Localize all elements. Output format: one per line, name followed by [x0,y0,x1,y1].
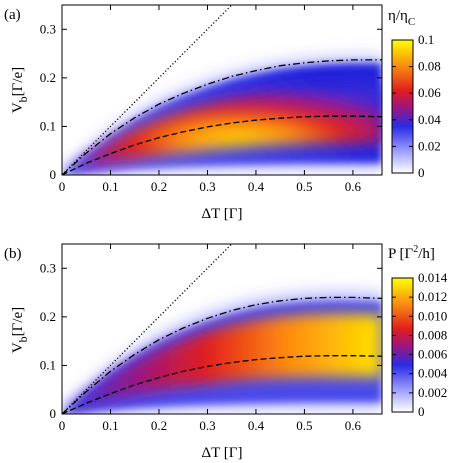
panel-b-ytick-label: 0 [50,406,57,421]
panel-b-dashed-curve [62,355,382,414]
panel-b-colorbar-tick-label: 0.002 [418,385,447,400]
panel-a-colorbar-tick-label: 0.1 [418,32,434,47]
panel-b-ytick-label: 0.1 [40,357,56,372]
panel-b-ytick-label: 0.2 [40,309,56,324]
panel-b-colorbar: P [Γ2/h] 0 0.002 0.004 0.006 0.008 0.010 0.012… [388,244,448,419]
panel-b-colorbar-tick-label: 0.006 [418,347,448,362]
panel-b-xtick-label: 0.3 [199,418,215,433]
panel-b-ylabel-unit: [Γ/e] [10,307,26,337]
panel-b-colorbar-tick-label: 0.004 [418,366,448,381]
panel-b-colorbar-tick-label: 0.014 [418,270,448,285]
svg-text:Vb[Γ/e]: Vb[Γ/e] [10,307,30,353]
panel-b-frame [61,243,383,415]
panel-b-dotted-curve [62,244,233,414]
panel-b-colorbar-title-main: P [Γ [388,246,414,262]
panel-a-ylabel-main: V [10,102,26,113]
panel-b-ylabel-main: V [10,342,26,353]
panel-b-colorbar-tick-label: 0.008 [418,327,447,342]
panel-b-xlabel: ΔT [Γ] [202,445,243,461]
svg-text:Vb[Γ/e]: Vb[Γ/e] [10,67,30,113]
panel-b-tag: (b) [4,246,22,262]
panel-a-ylabel-unit: [Γ/e] [10,67,26,97]
panel-b-colorbar-ticks: 0 0.002 0.004 0.006 0.008 0.010 0.012 0.014 [392,270,448,419]
panel-a: (a) 0 0.1 0.2 0.3 0.4 0.5 0.6 0 0.1 0.2 0.3 ΔT [Γ]… [4,4,441,222]
panel-a-tag: (a) [4,7,21,23]
panel-a-xtick-label: 0.6 [345,179,362,194]
panel-a-colorbar-title-sub: C [408,16,415,28]
panel-b-curves [62,244,382,414]
panel-a-dotted-curve [62,5,233,175]
panel-b-heatmap [62,244,382,414]
panel-a-dashed-curve [62,115,382,175]
panel-a-colorbar-tick-label: 0.02 [418,138,441,153]
panel-a-colorbar-ticks: 0 0.02 0.04 0.06 0.08 0.1 [392,32,441,180]
panel-a-xlabel: ΔT [Γ] [202,206,243,222]
panel-a-xtick-label: 0.2 [151,179,167,194]
panel-b-ylabel: Vb[Γ/e] [10,307,30,353]
panel-b-ytick-label: 0.3 [40,260,56,275]
panel-a-frame [61,4,383,176]
panel-a-xtick-label: 0.3 [199,179,215,194]
panel-b: (b) 0 0.1 0.2 0.3 0.4 0.5 0.6 0 0.1 0.2 0.3 ΔT [Γ]… [4,243,448,461]
panel-a-heatmap [62,5,382,175]
panel-a-dashdot-curve [62,59,382,175]
panel-a-ytick-label: 0.3 [40,21,56,36]
panel-b-xtick-label: 0.5 [296,418,312,433]
panel-b-xtick-label: 0 [59,418,66,433]
panel-a-curves [62,5,382,175]
panel-b-axes: 0 0.1 0.2 0.3 0.4 0.5 0.6 0 0.1 0.2 0.3 [40,244,382,433]
panel-a-colorbar-title-main: η/η [388,8,408,24]
panel-b-colorbar-tick-label: 0 [418,404,425,419]
panel-b-colorbar-tick-label: 0.012 [418,289,447,304]
panel-a-core-region [62,85,382,175]
panel-a-xtick-label: 0.4 [248,179,265,194]
panel-a-ytick-label: 0 [50,167,57,182]
panel-b-xtick-label: 0.6 [345,418,362,433]
panel-b-xtick-label: 0.1 [102,418,118,433]
panel-a-ytick-label: 0.2 [40,70,56,85]
panel-b-ylabel-sub: b [16,336,30,342]
panel-a-ytick-label: 0.1 [40,118,56,133]
panel-a-colorbar-tick-label: 0.04 [418,112,441,127]
panel-b-colorbar-title: P [Γ2/h] [388,244,435,262]
panel-a-xtick-label: 0 [59,179,66,194]
panel-a-colorbar-tick-label: 0 [418,165,425,180]
panel-a-xtick-label: 0.1 [102,179,118,194]
panel-b-colorbar-gradient [391,277,414,413]
panel-b-core-region [62,313,382,414]
panel-b-xtick-label: 0.4 [248,418,265,433]
panel-a-colorbar-tick-label: 0.08 [418,59,441,74]
panel-b-dashdot-curve [62,296,382,414]
panel-a-axes: 0 0.1 0.2 0.3 0.4 0.5 0.6 0 0.1 0.2 0.3 [40,5,382,194]
panel-a-colorbar-gradient [391,39,414,174]
panel-b-colorbar-title-sup: 2 [413,244,418,255]
panel-a-ylabel-sub: b [16,96,30,102]
panel-b-colorbar-tick-label: 0.010 [418,308,447,323]
panel-b-colorbar-title-end: /h] [418,246,435,262]
panel-a-colorbar: η/ηC 0 0.02 0.04 0.06 0.08 0.1 [388,8,441,180]
panel-a-colorbar-tick-label: 0.06 [418,85,441,100]
panel-a-colorbar-title: η/ηC [388,8,415,28]
panel-b-xtick-label: 0.2 [151,418,167,433]
panel-a-ylabel: Vb[Γ/e] [10,67,30,113]
panel-a-xtick-label: 0.5 [296,179,312,194]
